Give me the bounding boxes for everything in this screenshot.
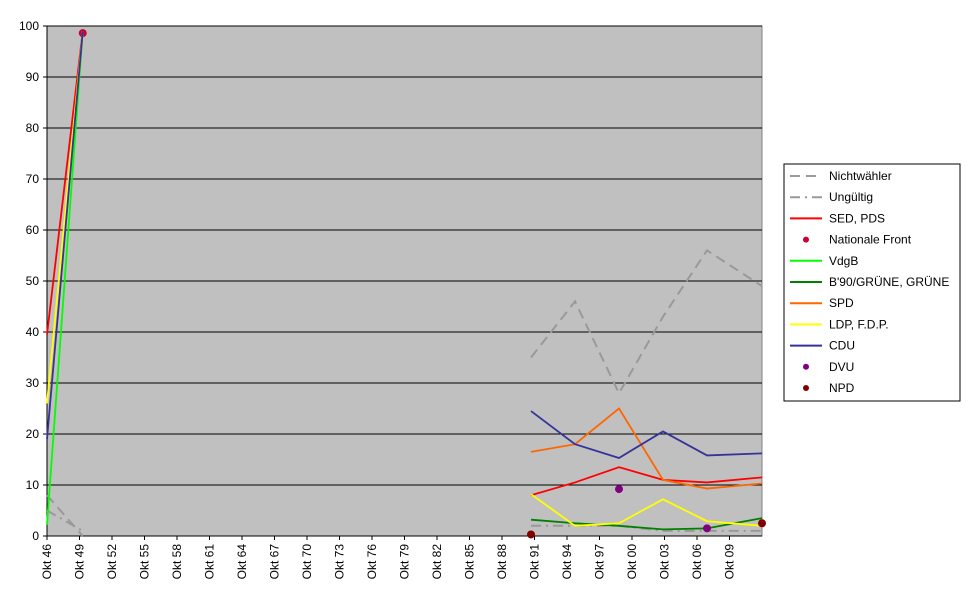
series-line-vdgb: [46, 31, 84, 525]
series-line-sed-pds: [46, 30, 84, 335]
series-line-ldp-f-d-p: [530, 493, 763, 527]
x-tick-label: Okt 46: [40, 544, 54, 580]
series-line-b-90-gr-ne-gr-ne: [530, 517, 763, 531]
x-tick-label: Okt 64: [235, 544, 249, 580]
x-tick-label: Okt 09: [723, 544, 737, 580]
plot-series: [46, 29, 766, 539]
series-marker-dvu: [615, 485, 623, 494]
x-tick-label: Okt 49: [73, 544, 87, 580]
x-axis: Okt 46 Okt 49 Okt 52 Okt 55 Okt 58 Okt 61 Okt …: [40, 535, 762, 580]
series-line-sed-pds: [530, 466, 763, 497]
x-tick-label: Okt 91: [528, 544, 542, 580]
x-tick-label: Okt 67: [268, 544, 282, 580]
y-tick-label: 20: [26, 427, 40, 441]
x-tick-label: Okt 82: [430, 544, 444, 580]
legend-label-nichtw-hler: Nichtwähler: [829, 169, 892, 183]
y-tick-label: 10: [26, 478, 40, 492]
series-line-nichtw-hler: [530, 249, 763, 396]
y-tick-label: 50: [26, 274, 40, 288]
series-marker-npd: [527, 530, 535, 539]
x-tick-label: Okt 94: [560, 544, 574, 580]
x-tick-label: Okt 55: [138, 544, 152, 580]
legend-label-nationale-front: Nationale Front: [829, 233, 912, 247]
y-tick-label: 0: [32, 529, 39, 543]
y-tick-label: 60: [26, 223, 40, 237]
y-tick-label: 70: [26, 172, 40, 186]
x-tick-label: Okt 73: [333, 544, 347, 580]
gridlines: [47, 25, 762, 486]
y-tick-label: 80: [26, 121, 40, 135]
y-tick-label: 90: [26, 70, 40, 84]
series-line-cdu: [46, 31, 84, 440]
x-tick-label: Okt 58: [170, 544, 184, 580]
series-line-nichtw-hler: [46, 494, 84, 537]
x-tick-label: Okt 97: [593, 544, 607, 580]
legend-label-sed-pds: SED, PDS: [829, 211, 885, 225]
x-tick-label: Okt 70: [300, 544, 314, 580]
series-line-ung-ltig: [46, 509, 84, 532]
x-tick-label: Okt 79: [398, 544, 412, 580]
x-tick-label: Okt 61: [203, 544, 217, 580]
legend-label-dvu: DVU: [829, 360, 854, 374]
series-marker-dvu: [703, 524, 711, 533]
legend-swatch-npd: [803, 385, 809, 391]
legend-label-npd: NPD: [829, 381, 855, 395]
y-tick-label: 100: [19, 19, 39, 33]
legend-label-spd: SPD: [829, 296, 854, 310]
legend-label-b-90-gr-ne-gr-ne: B'90/GRÜNE, GRÜNE: [829, 275, 949, 289]
y-axis: 0 10 20 30 40 50 60 70 80 90 100: [19, 19, 48, 543]
legend-label-vdgb: VdgB: [829, 254, 858, 268]
y-tick-label: 40: [26, 325, 40, 339]
x-tick-label: Okt 52: [105, 544, 119, 580]
series-line-cdu: [530, 410, 763, 459]
legend-swatch-dvu: [803, 363, 809, 370]
y-tick-label: 30: [26, 376, 40, 390]
x-tick-label: Okt 06: [690, 544, 704, 580]
series-marker-npd: [758, 519, 766, 528]
x-tick-label: Okt 03: [658, 544, 672, 580]
x-tick-label: Okt 88: [495, 544, 509, 580]
x-tick-label: Okt 85: [463, 544, 477, 580]
legend-label-ldp-f-d-p: LDP, F.D.P.: [829, 317, 889, 331]
legend-label-cdu: CDU: [829, 339, 855, 353]
legend: Nichtwähler Ungültig SED, PDS Nationale Fro…: [783, 163, 961, 402]
legend-swatch-nationale-front: [803, 236, 809, 243]
legend-label-ung-ltig: Ungültig: [829, 190, 873, 204]
x-tick-label: Okt 76: [365, 544, 379, 580]
x-tick-label: Okt 00: [625, 544, 639, 580]
